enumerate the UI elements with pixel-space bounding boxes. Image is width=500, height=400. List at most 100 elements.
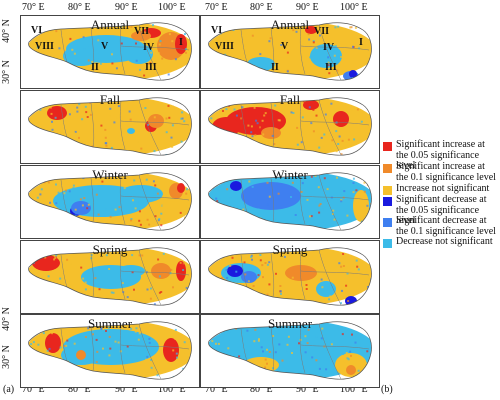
trend-speckle [100, 344, 103, 347]
trend-speckle [298, 66, 301, 69]
trend-speckle [243, 261, 246, 264]
trend-speckle [213, 175, 216, 178]
region-boundary [270, 102, 275, 148]
trend-speckle [84, 288, 87, 291]
trend-speckle [340, 187, 343, 190]
trend-speckle [124, 69, 127, 72]
trend-speckle [69, 276, 72, 278]
trend-speckle [55, 202, 58, 205]
trend-speckle [78, 136, 80, 139]
trend-map [208, 321, 372, 380]
trend-speckle [333, 54, 336, 57]
trend-speckle [51, 332, 54, 335]
trend-speckle [118, 206, 121, 209]
trend-speckle [153, 303, 156, 306]
trend-patch [71, 201, 91, 215]
region-boundary [240, 328, 248, 362]
trend-speckle [212, 330, 214, 333]
trend-speckle [274, 56, 277, 59]
trend-speckle [138, 332, 141, 335]
trend-speckle [154, 215, 157, 218]
trend-speckle [95, 361, 98, 364]
trend-speckle [160, 291, 163, 293]
trend-speckle [41, 132, 44, 135]
trend-speckle [369, 211, 372, 214]
plateau-outline [28, 247, 192, 306]
trend-speckle [72, 223, 74, 225]
trend-speckle [137, 338, 140, 341]
region-boundary [119, 100, 126, 150]
trend-speckle [111, 221, 114, 224]
trend-speckle [239, 132, 242, 135]
trend-speckle [312, 41, 315, 44]
trend-speckle [40, 188, 43, 191]
trend-speckle [30, 137, 33, 140]
trend-speckle [366, 204, 369, 207]
trend-speckle [48, 48, 51, 51]
trend-speckle [309, 215, 311, 218]
trend-speckle [280, 298, 283, 301]
trend-speckle [30, 365, 33, 368]
trend-speckle [54, 362, 56, 365]
trend-speckle [249, 101, 252, 104]
trend-speckle [90, 254, 93, 257]
trend-speckle [161, 205, 164, 207]
trend-speckle [165, 207, 168, 210]
legend-item: Increase not significant [383, 183, 489, 195]
trend-speckle [211, 301, 214, 304]
lon-label-bottom-a-70: 70° E [22, 384, 45, 395]
trend-patch [241, 182, 301, 210]
trend-speckle [48, 62, 51, 65]
trend-speckle [110, 146, 113, 149]
trend-speckle [243, 151, 246, 153]
panel-title: Annual [270, 17, 310, 32]
trend-speckle [275, 272, 277, 275]
trend-speckle [69, 262, 72, 265]
trend-speckle [305, 288, 308, 290]
region-boundary [299, 250, 306, 300]
trend-speckle [214, 342, 217, 345]
trend-speckle [266, 362, 268, 365]
trend-speckle [356, 265, 359, 268]
trend-speckle [246, 329, 249, 332]
trend-speckle [89, 113, 92, 116]
trend-speckle [256, 122, 259, 125]
map-panel-a-spring: Spring [20, 240, 200, 314]
trend-speckle [56, 108, 59, 111]
trend-map [208, 22, 372, 81]
trend-speckle [133, 288, 135, 291]
trend-speckle [189, 359, 192, 362]
region-label-vii: VII [314, 26, 330, 37]
trend-speckle [311, 356, 314, 359]
trend-speckle [216, 200, 219, 203]
trend-speckle [105, 182, 108, 185]
trend-speckle [60, 293, 63, 296]
trend-speckle [273, 143, 276, 145]
trend-speckle [329, 295, 332, 298]
trend-speckle [86, 116, 89, 118]
trend-speckle [350, 26, 353, 29]
trend-speckle [58, 47, 61, 50]
trend-speckle [279, 290, 282, 293]
trend-speckle [84, 281, 87, 284]
trend-speckle [85, 111, 88, 114]
plateau-outline [28, 321, 192, 380]
trend-speckle [279, 55, 282, 58]
trend-speckle [230, 357, 233, 359]
trend-speckle [184, 48, 187, 51]
trend-speckle [51, 120, 53, 123]
trend-speckle [49, 64, 52, 67]
trend-speckle [172, 349, 175, 352]
trend-speckle [280, 44, 283, 46]
panel-title: Summer [267, 316, 313, 331]
trend-patch [176, 261, 186, 281]
trend-speckle [76, 106, 79, 109]
plateau-outline [208, 97, 372, 156]
trend-speckle [327, 61, 330, 64]
trend-speckle [68, 190, 71, 193]
trend-speckle [359, 24, 361, 27]
trend-speckle [52, 65, 55, 68]
trend-speckle [269, 37, 272, 40]
trend-speckle [90, 257, 93, 260]
region-boundary [270, 326, 275, 372]
